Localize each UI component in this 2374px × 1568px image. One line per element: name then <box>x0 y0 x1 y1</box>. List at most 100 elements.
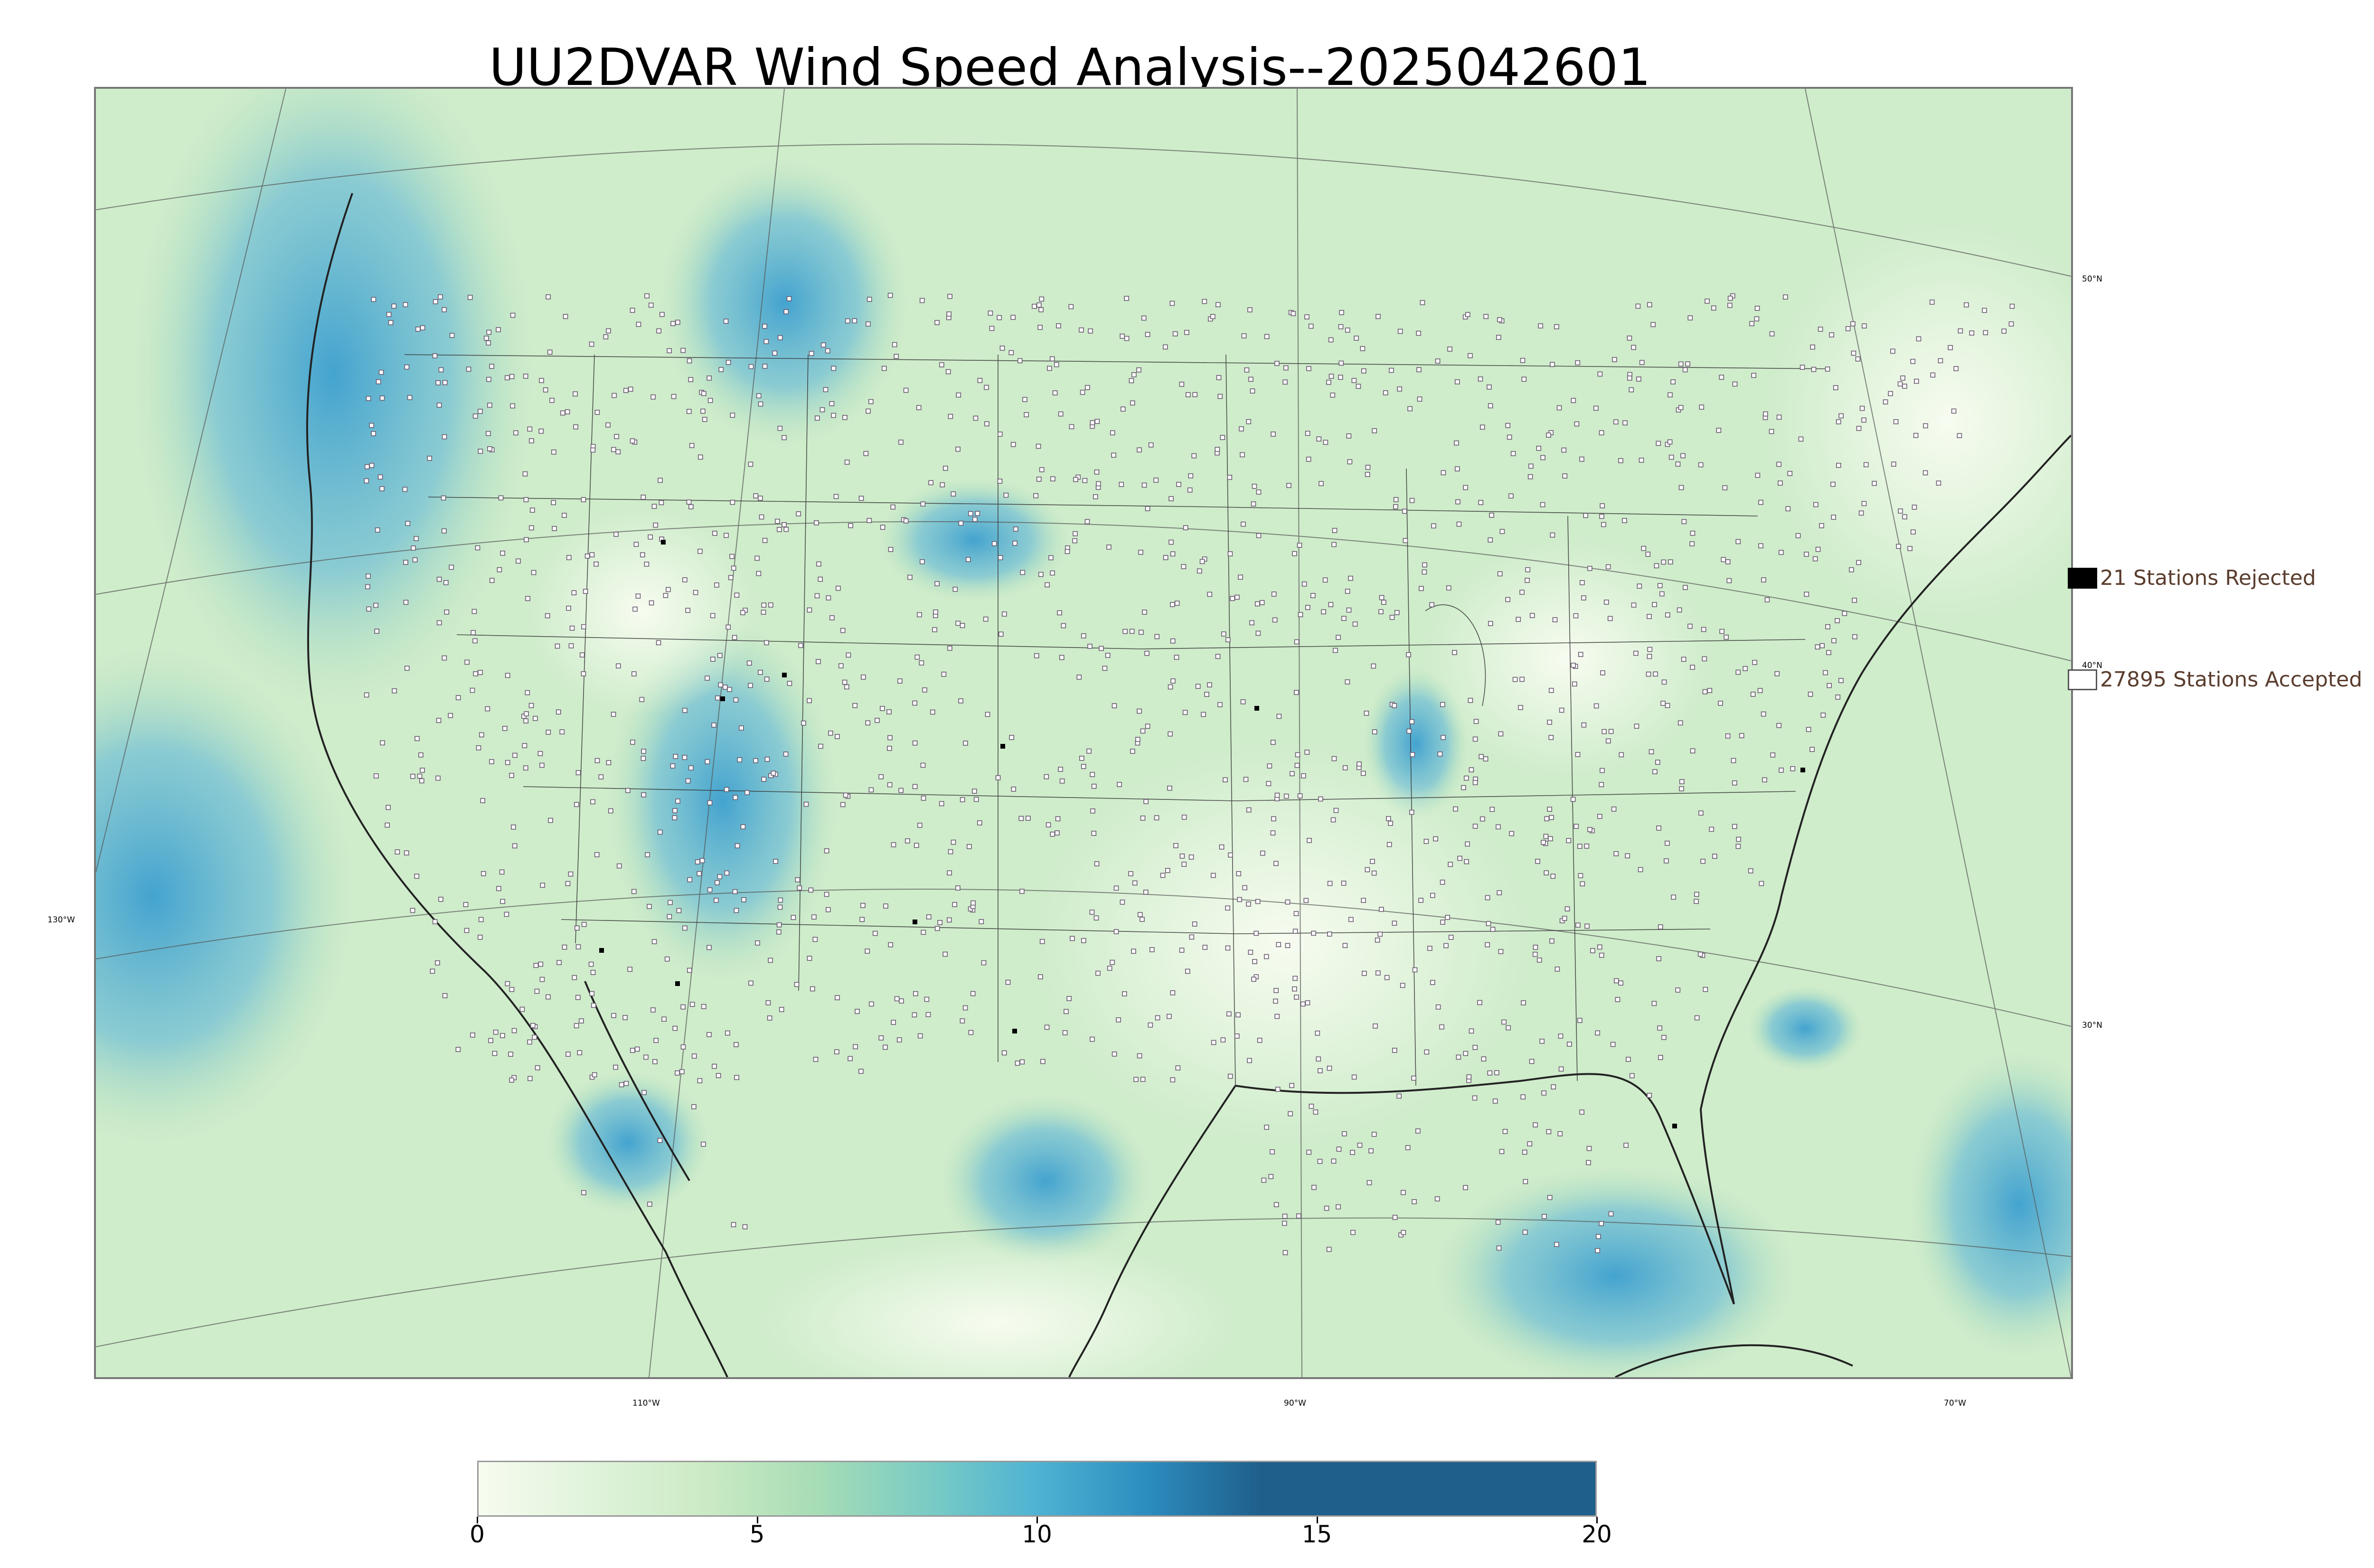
accepted-station-marker <box>810 986 815 992</box>
accepted-station-marker <box>528 438 534 443</box>
accepted-station-marker <box>1342 1131 1347 1136</box>
accepted-station-marker <box>1535 859 1540 864</box>
accepted-station-marker <box>1095 970 1101 976</box>
accepted-station-marker <box>1505 597 1510 602</box>
accepted-station-marker <box>787 681 792 686</box>
accepted-station-marker <box>1559 707 1564 713</box>
accepted-station-marker <box>1052 390 1058 396</box>
accepted-station-marker <box>533 963 539 968</box>
accepted-station-marker <box>896 1037 902 1042</box>
accepted-station-marker <box>1897 381 1903 387</box>
accepted-station-marker <box>1255 630 1261 636</box>
accepted-station-marker <box>989 326 995 331</box>
accepted-station-marker <box>523 497 529 502</box>
accepted-station-marker <box>924 996 930 1002</box>
accepted-station-marker <box>1501 1019 1507 1025</box>
accepted-station-marker <box>1364 711 1369 716</box>
accepted-station-marker <box>1003 492 1009 498</box>
wind-field-patch <box>1910 1052 2071 1356</box>
accepted-station-marker <box>627 967 632 972</box>
accepted-station-marker <box>1289 1083 1294 1088</box>
accepted-station-marker <box>1440 702 1445 707</box>
accepted-station-marker <box>940 482 945 488</box>
accepted-station-marker <box>707 887 713 892</box>
colorbar-tick-label: 10 <box>1022 1521 1052 1548</box>
accepted-station-marker <box>1407 406 1413 412</box>
accepted-station-marker <box>852 703 857 708</box>
accepted-station-marker <box>1813 502 1818 507</box>
accepted-station-marker <box>1365 465 1371 470</box>
accepted-station-marker <box>887 746 892 751</box>
accepted-station-marker <box>1375 970 1381 976</box>
accepted-station-marker <box>998 555 1003 561</box>
accepted-station-marker <box>1783 294 1788 300</box>
accepted-station-marker <box>922 687 927 693</box>
accepted-station-marker <box>1494 1070 1499 1076</box>
accepted-station-marker <box>1618 458 1623 463</box>
accepted-station-marker <box>364 478 369 484</box>
accepted-station-marker <box>1142 610 1147 615</box>
accepted-station-marker <box>968 1030 974 1035</box>
accepted-station-marker <box>488 1038 493 1043</box>
accepted-station-marker <box>657 1137 663 1143</box>
colorbar-tick <box>477 1517 478 1523</box>
accepted-station-marker <box>1671 894 1676 900</box>
accepted-station-marker <box>1138 549 1143 555</box>
accepted-station-marker <box>485 706 490 712</box>
accepted-station-marker <box>1113 929 1119 934</box>
accepted-station-marker <box>1038 572 1044 577</box>
accepted-station-marker <box>1612 357 1617 362</box>
accepted-station-marker <box>958 698 963 704</box>
accepted-station-marker <box>1303 898 1309 903</box>
accepted-station-marker <box>1130 749 1135 754</box>
accepted-station-marker <box>1304 750 1310 755</box>
wind-field-patch <box>134 89 533 706</box>
accepted-station-marker <box>688 765 694 770</box>
accepted-station-marker <box>1667 392 1673 398</box>
accepted-station-marker <box>1064 1009 1069 1014</box>
accepted-station-marker <box>912 740 918 746</box>
accepted-station-marker <box>772 350 778 356</box>
accepted-station-marker <box>1282 1250 1288 1256</box>
accepted-station-marker <box>1842 610 1847 616</box>
accepted-station-marker <box>1110 430 1115 436</box>
accepted-station-marker <box>1057 610 1062 616</box>
accepted-station-marker <box>605 422 611 428</box>
accepted-station-marker <box>715 880 720 885</box>
accepted-station-marker <box>1732 780 1737 786</box>
accepted-station-marker <box>1544 816 1550 821</box>
accepted-station-marker <box>658 478 663 483</box>
legend-accepted[interactable]: 27895 Stations Accepted <box>2068 667 2362 692</box>
accepted-station-marker <box>524 711 529 716</box>
accepted-station-marker <box>1240 699 1246 704</box>
accepted-station-marker <box>1583 513 1588 518</box>
legend-rejected[interactable]: 21 Stations Rejected <box>2068 566 2316 590</box>
accepted-station-marker <box>1121 406 1126 412</box>
accepted-station-marker <box>795 877 801 883</box>
accepted-station-marker <box>1294 690 1299 695</box>
accepted-station-marker <box>1330 392 1336 398</box>
accepted-station-marker <box>1562 916 1567 921</box>
map-panel[interactable] <box>94 87 2073 1379</box>
accepted-station-marker <box>1433 836 1438 842</box>
accepted-station-marker <box>1835 618 1840 623</box>
accepted-station-marker <box>1630 1073 1635 1079</box>
accepted-station-marker <box>546 994 551 1000</box>
accepted-station-marker <box>1036 476 1042 482</box>
accepted-station-marker <box>1267 763 1272 769</box>
accepted-station-marker <box>1179 854 1185 859</box>
accepted-station-marker <box>1246 419 1252 424</box>
accepted-station-marker <box>1257 1038 1262 1043</box>
accepted-station-marker <box>741 897 746 902</box>
accepted-station-marker <box>682 755 688 760</box>
accepted-station-marker <box>1525 567 1530 573</box>
accepted-station-marker <box>417 773 423 779</box>
accepted-station-marker <box>1268 1174 1274 1179</box>
accepted-station-marker <box>1528 463 1534 469</box>
accepted-station-marker <box>860 902 866 908</box>
accepted-station-marker <box>639 697 645 702</box>
accepted-station-marker <box>1599 514 1604 519</box>
accepted-station-marker <box>1505 423 1510 428</box>
accepted-station-marker <box>1488 621 1493 626</box>
wind-speed-map[interactable] <box>96 89 2071 1377</box>
